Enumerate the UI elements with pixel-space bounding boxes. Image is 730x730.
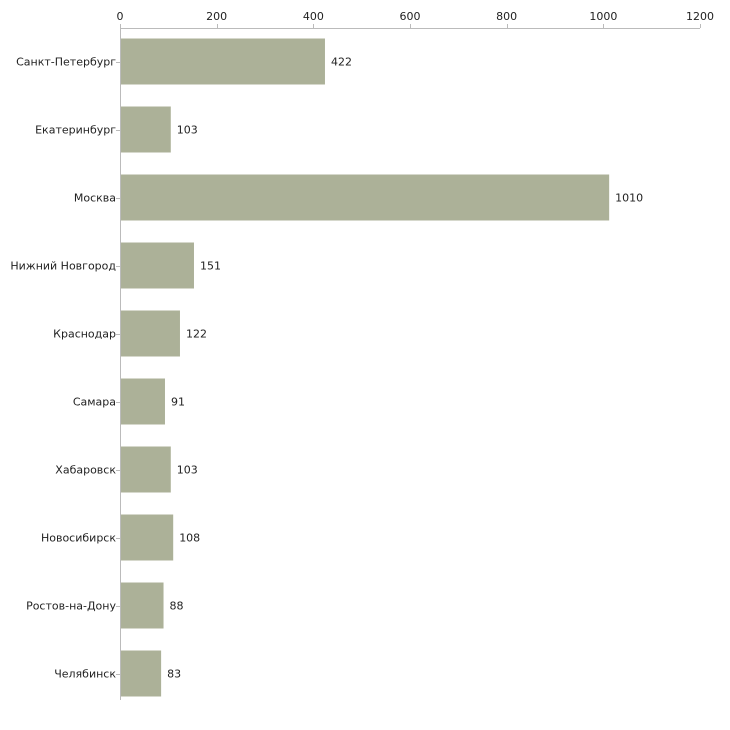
y-tick-label: Новосибирск <box>41 532 116 545</box>
x-ticks: 0 200 400 600 800 1000 1200 <box>117 10 714 28</box>
x-tick-label: 0 <box>117 10 124 23</box>
y-tick-label: Екатеринбург <box>35 124 116 137</box>
bars-layer <box>121 38 610 697</box>
data-label: 422 <box>331 56 352 69</box>
bar <box>121 514 174 561</box>
data-label: 108 <box>179 532 200 545</box>
data-label: 91 <box>171 396 185 409</box>
axis-layer <box>120 28 700 700</box>
y-tick-label: Нижний Новгород <box>10 260 116 273</box>
data-label: 103 <box>177 464 198 477</box>
data-labels: 422 103 1010 151 122 91 103 108 88 83 <box>167 56 643 681</box>
x-tick-label: 1000 <box>589 10 617 23</box>
data-label: 151 <box>200 260 221 273</box>
data-label: 83 <box>167 668 181 681</box>
bar <box>121 378 165 425</box>
y-tick-label: Санкт-Петербург <box>16 56 116 69</box>
data-label: 122 <box>186 328 207 341</box>
bar <box>121 106 171 153</box>
data-label: 1010 <box>615 192 643 205</box>
data-label: 88 <box>170 600 184 613</box>
bar <box>121 310 180 357</box>
bar <box>121 446 171 493</box>
x-tick-label: 200 <box>206 10 227 23</box>
bar <box>121 582 164 629</box>
y-tick-label: Самара <box>73 396 116 409</box>
x-tick-label: 600 <box>400 10 421 23</box>
x-tick-label: 1200 <box>686 10 714 23</box>
y-ticks: Санкт-Петербург Екатеринбург Москва Нижний … <box>10 56 120 681</box>
y-tick-label: Краснодар <box>53 328 116 341</box>
y-tick-label: Челябинск <box>54 668 116 681</box>
bar <box>121 174 610 221</box>
y-tick-label: Москва <box>74 192 116 205</box>
bar <box>121 650 162 697</box>
x-tick-label: 800 <box>496 10 517 23</box>
y-tick-label: Хабаровск <box>55 464 116 477</box>
y-tick-label: Ростов-на-Дону <box>26 600 116 613</box>
bar <box>121 242 194 289</box>
data-label: 103 <box>177 124 198 137</box>
x-tick-label: 400 <box>303 10 324 23</box>
bar <box>121 38 325 85</box>
